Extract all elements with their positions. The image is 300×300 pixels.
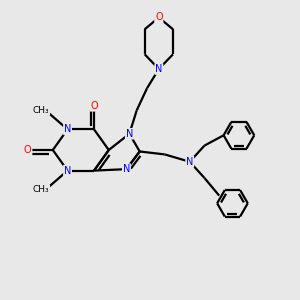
Text: CH₃: CH₃	[33, 106, 50, 115]
Text: N: N	[64, 166, 71, 176]
Text: N: N	[123, 164, 130, 174]
Text: N: N	[155, 64, 163, 74]
Text: O: O	[24, 145, 32, 155]
Text: N: N	[186, 157, 194, 167]
Text: N: N	[126, 129, 133, 139]
Text: O: O	[90, 101, 98, 111]
Text: N: N	[64, 124, 71, 134]
Text: CH₃: CH₃	[33, 185, 50, 194]
Text: O: O	[155, 13, 163, 22]
